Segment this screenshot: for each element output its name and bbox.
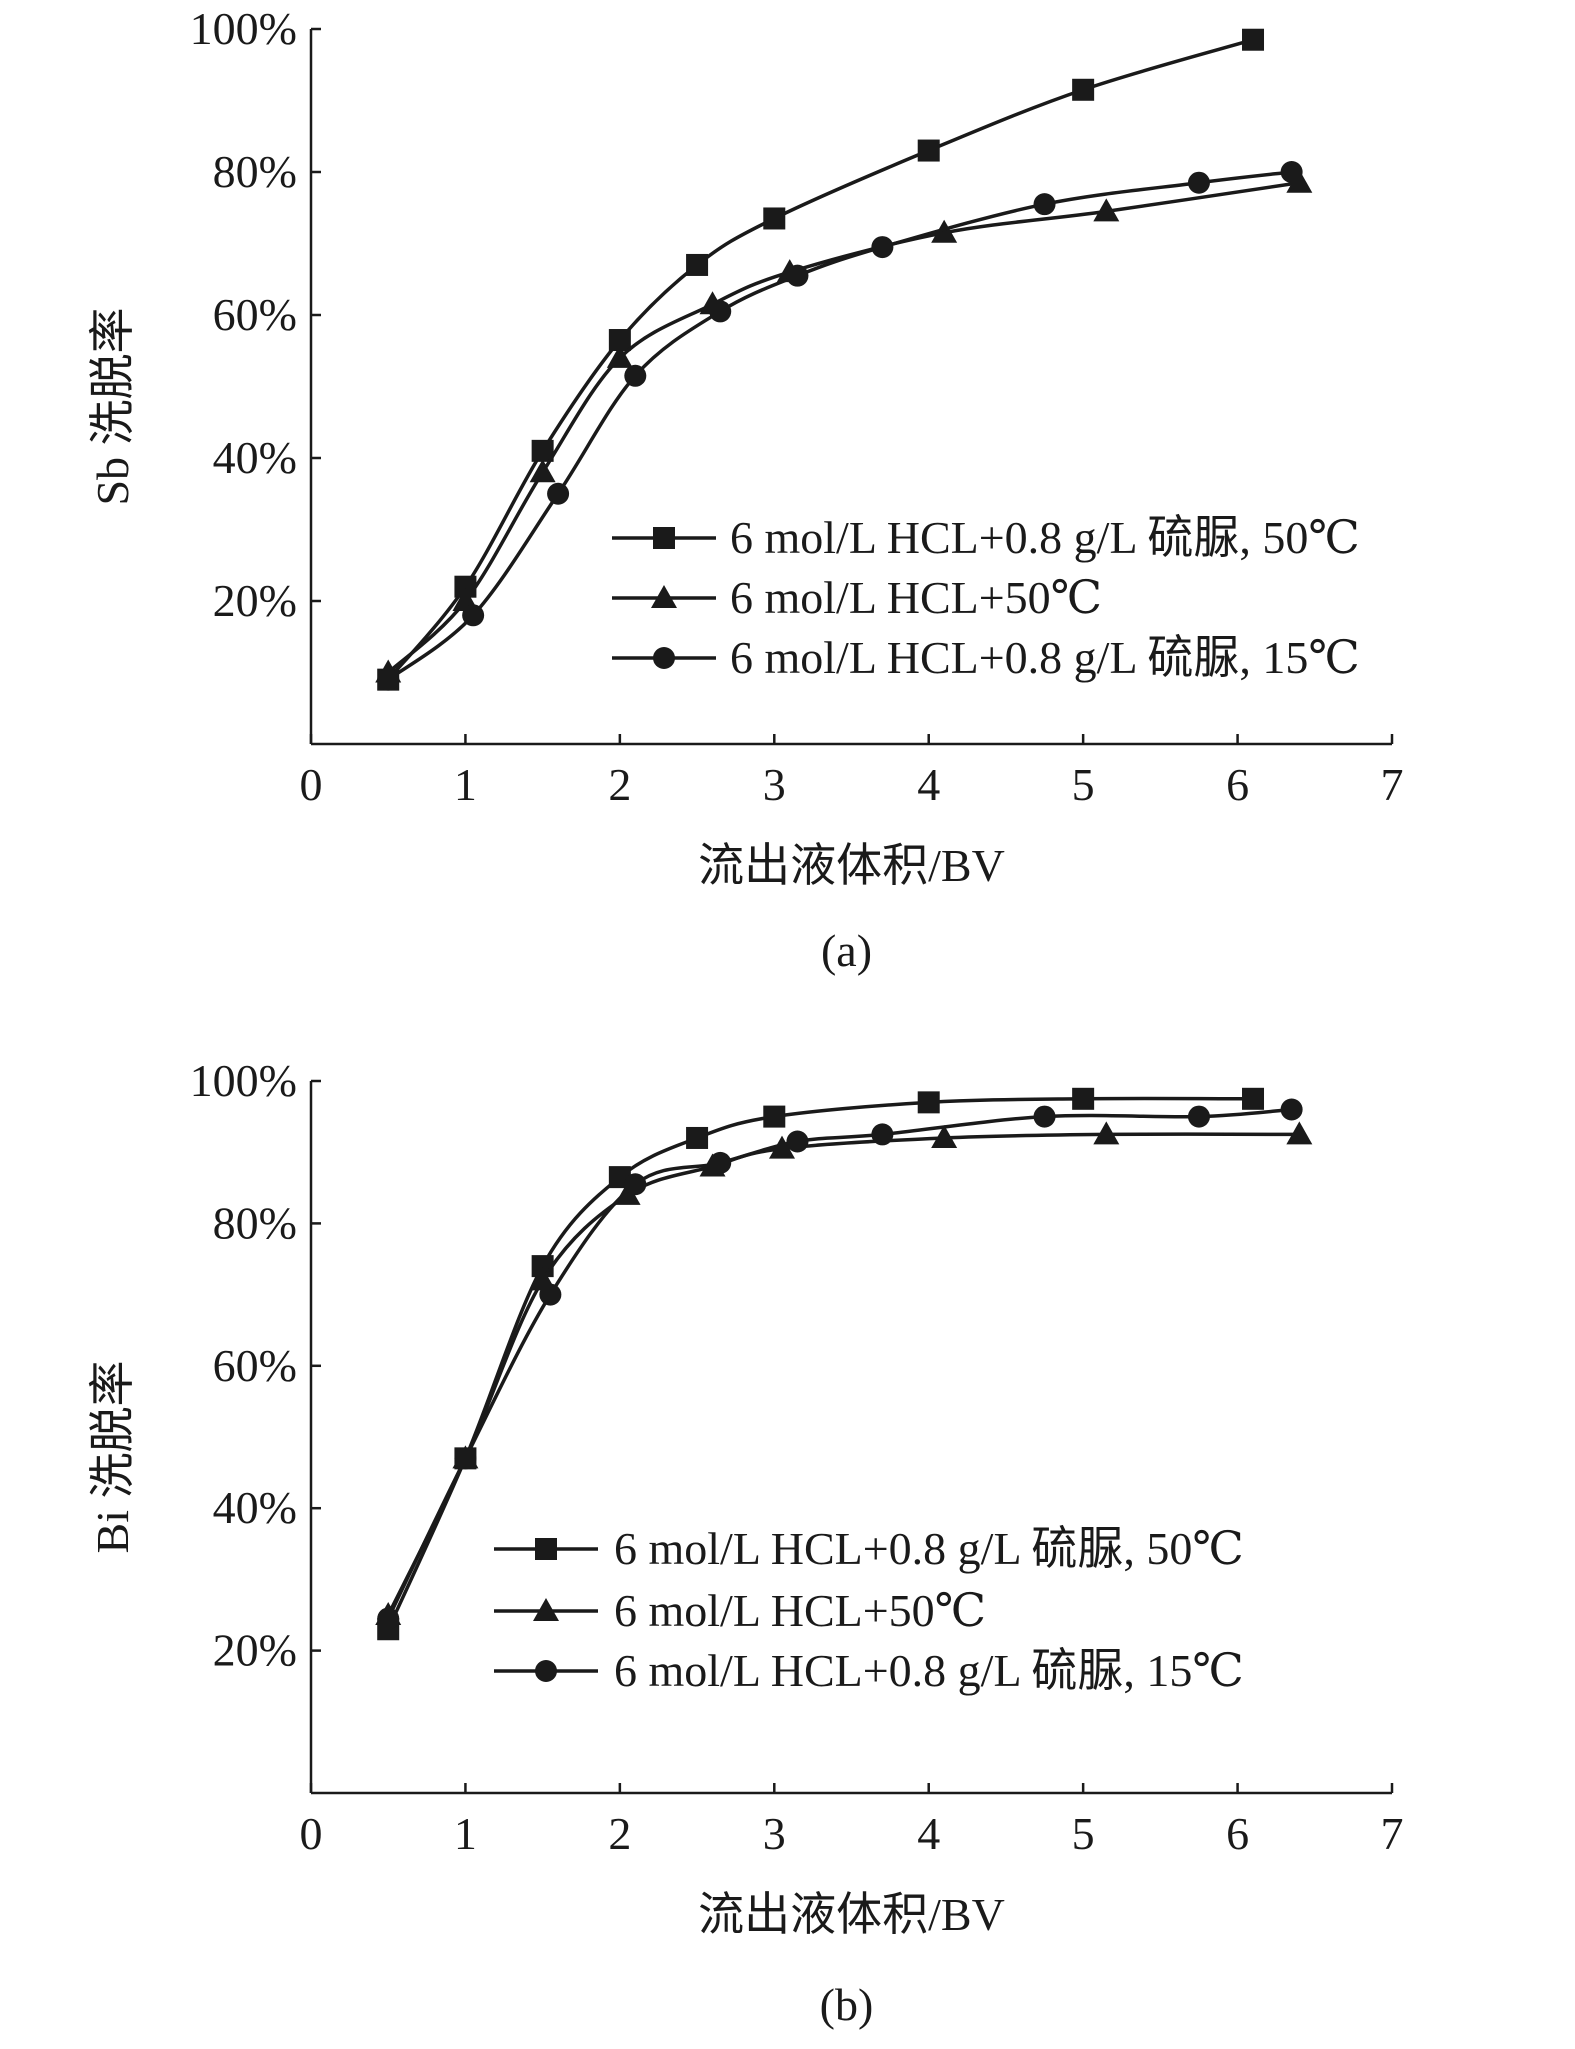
panel-a-y-tick-label: 80%	[213, 146, 297, 197]
panel-a-legend-marker-square	[653, 527, 675, 549]
panel-b-y-tick-label: 20%	[213, 1625, 297, 1676]
panel-b-legend-label: 6 mol/L HCL+50℃	[614, 1585, 986, 1636]
panel-b-data-point-circle	[1280, 1098, 1303, 1121]
panel-a-series-line-circle	[387, 170, 1292, 682]
panel-a-data-point-square	[917, 139, 940, 162]
panel-b-data-point-triangle	[1093, 1121, 1120, 1145]
panel-b-legend-marker-circle	[535, 1660, 557, 1682]
panel-b-caption: (b)	[820, 1979, 874, 2030]
panel-b-y-tick-label: 80%	[213, 1197, 297, 1248]
panel-b-x-tick-label: 1	[454, 1808, 477, 1859]
panel-a-data-point-square	[531, 439, 554, 462]
panel-a-x-tick-label: 7	[1381, 759, 1404, 810]
panel-a-data-point-circle	[1187, 171, 1210, 194]
panel-a-x-tick-label: 2	[608, 759, 631, 810]
panel-b-legend-label: 6 mol/L HCL+0.8 g/L 硫脲, 50℃	[614, 1523, 1244, 1574]
panel-b-data-point-square	[1242, 1087, 1265, 1110]
panel-b-data-point-triangle	[1286, 1121, 1313, 1145]
panel-a-data-point-circle	[709, 300, 732, 323]
panel-a-caption: (a)	[821, 925, 872, 976]
panel-b-data-point-circle	[539, 1283, 562, 1306]
panel-a-x-tick-label: 3	[763, 759, 786, 810]
panel-b-y-tick-label: 100%	[190, 1055, 297, 1106]
panel-b-data-point-triangle	[931, 1124, 958, 1148]
panel-b-series-circle	[377, 1098, 1303, 1630]
panel-b-data-point-square	[763, 1105, 786, 1128]
panel-a-data-point-square	[608, 329, 631, 352]
panel-b-x-tick-label: 7	[1381, 1808, 1404, 1859]
panel-a-data-point-triangle	[1093, 198, 1120, 222]
panel-a-data-point-circle	[786, 264, 809, 287]
panel-a-x-tick-label: 1	[454, 759, 477, 810]
panel-a-data-point-triangle	[1286, 169, 1313, 193]
panel-b-data-point-circle	[1033, 1105, 1056, 1128]
panel-a-series-circle	[377, 161, 1303, 691]
panel-b-data-point-circle	[1187, 1105, 1210, 1128]
panel-b-x-tick-label: 0	[300, 1808, 323, 1859]
panel-a-data-point-circle	[1033, 193, 1056, 216]
panel-b-x-tick-label: 2	[608, 1808, 631, 1859]
panel-a-y-axis-title: Sb 洗脱率	[87, 307, 138, 505]
panel-b-data-point-triangle	[769, 1135, 796, 1159]
panel-a-data-point-triangle	[529, 459, 556, 483]
panel-b-legend-marker-triangle	[533, 1598, 559, 1621]
panel-a-x-tick-label: 5	[1072, 759, 1095, 810]
panel-a-x-tick-label: 0	[300, 759, 323, 810]
panel-a-data-point-circle	[462, 604, 485, 627]
panel-b-data-point-square	[1072, 1087, 1095, 1110]
panel-a-sb-elution: 0 1 2 3 4 5 6 7 20% 40% 60% 80% 100% 流出液体积/BV Sb 洗脱率 (a…	[87, 3, 1404, 976]
panel-b-legend-marker-square	[535, 1538, 557, 1560]
panel-a-y-tick-label: 40%	[213, 432, 297, 483]
panel-a-data-point-square	[1242, 28, 1265, 51]
panel-b-data-point-square	[686, 1126, 709, 1149]
panel-a-y-tick-label: 20%	[213, 575, 297, 626]
panel-a-x-tick-label: 6	[1226, 759, 1249, 810]
panel-b-x-tick-label: 3	[763, 1808, 786, 1859]
panel-b-data-point-circle	[624, 1173, 647, 1196]
panel-b-data-point-circle	[786, 1130, 809, 1153]
panel-a-data-point-square	[763, 207, 786, 230]
panel-b-x-axis-title: 流出液体积/BV	[698, 1889, 1005, 1940]
panel-b-legend-label: 6 mol/L HCL+0.8 g/L 硫脲, 15℃	[614, 1645, 1244, 1696]
panel-a-data-point-circle	[624, 364, 647, 387]
panel-b-data-point-circle	[709, 1151, 732, 1174]
panel-b-data-point-square	[917, 1091, 940, 1114]
panel-b-data-point-circle	[871, 1123, 894, 1146]
panel-b-x-tick-label: 4	[917, 1808, 940, 1859]
panel-a-legend-marker-triangle	[651, 585, 677, 608]
panel-a-data-point-square	[1072, 78, 1095, 101]
panel-a-data-point-triangle	[606, 344, 633, 368]
panel-a-data-point-circle	[1280, 161, 1303, 183]
panel-b-x-tick-label: 6	[1226, 1808, 1249, 1859]
panel-b-y-tick-label: 60%	[213, 1340, 297, 1391]
panel-a-data-point-square	[686, 253, 709, 276]
panel-a-legend-label: 6 mol/L HCL+0.8 g/L 硫脲, 50℃	[730, 512, 1360, 563]
panel-a-data-point-circle	[547, 482, 570, 505]
panel-b-y-axis-title: Bi 洗脱率	[87, 1361, 138, 1554]
panel-a-legend: 6 mol/L HCL+0.8 g/L 硫脲, 50℃ 6 mol/L HCL+5…	[612, 512, 1360, 683]
panel-b-legend: 6 mol/L HCL+0.8 g/L 硫脲, 50℃ 6 mol/L HCL+5…	[494, 1523, 1244, 1696]
panel-a-data-point-circle	[871, 236, 894, 259]
panel-a-x-tick-label: 4	[917, 759, 940, 810]
panel-a-y-tick-label: 100%	[190, 3, 297, 54]
panel-a-legend-marker-circle	[653, 647, 675, 669]
panel-a-data-point-circle	[377, 668, 400, 691]
panel-a-x-axis-title: 流出液体积/BV	[698, 840, 1005, 891]
panel-b-y-tick-label: 40%	[213, 1482, 297, 1533]
panel-a-data-point-triangle	[931, 219, 958, 243]
panel-a-legend-label: 6 mol/L HCL+50℃	[730, 572, 1102, 623]
panel-b-series-line-circle	[386, 1107, 1292, 1620]
panel-b-data-point-circle	[377, 1607, 400, 1630]
panel-b-data-point-circle	[454, 1447, 477, 1470]
panel-a-y-tick-label: 60%	[213, 289, 297, 340]
panel-b-x-tick-label: 5	[1072, 1808, 1095, 1859]
panel-a-legend-label: 6 mol/L HCL+0.8 g/L 硫脲, 15℃	[730, 632, 1360, 683]
panel-b-bi-elution: 0 1 2 3 4 5 6 7 20% 40% 60% 80% 100% 流出液体积/BV Bi 洗脱率 (b…	[87, 1055, 1404, 2030]
